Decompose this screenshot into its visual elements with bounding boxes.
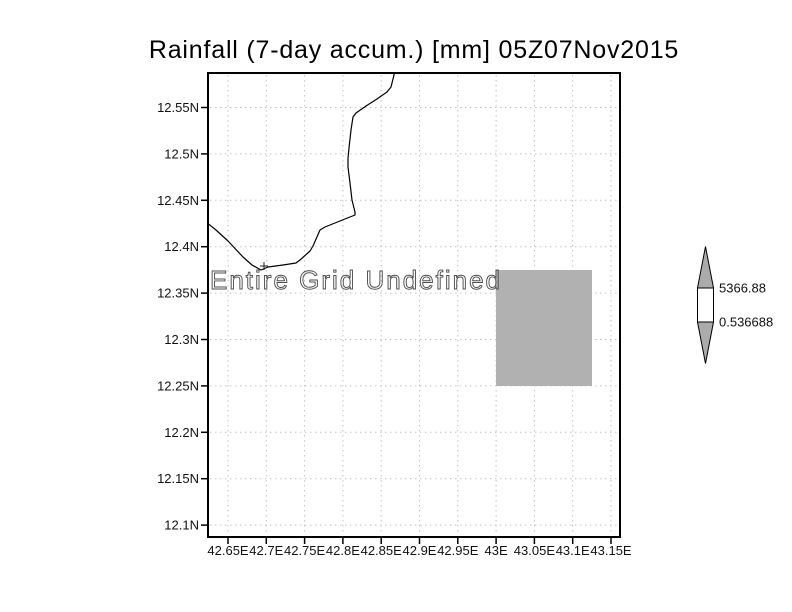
colorbar-min-label: 0.536688	[719, 315, 773, 330]
lat-label: 12.5N	[164, 146, 199, 161]
lat-ticks	[201, 106, 207, 526]
lon-label: 42.75E	[284, 543, 326, 558]
lon-label: 43.05E	[514, 543, 556, 558]
map-frame	[207, 72, 621, 538]
lat-axis-labels: 12.55N 12.5N 12.45N 12.4N 12.35N 12.3N 1…	[157, 100, 199, 533]
lon-ticks	[227, 538, 612, 544]
lon-label: 42.85E	[361, 543, 403, 558]
lon-label: 43.15E	[590, 543, 632, 558]
lon-label: 43E	[485, 543, 508, 558]
lat-label: 12.55N	[157, 100, 199, 115]
lon-label: 42.8E	[326, 543, 360, 558]
lat-label: 12.25N	[157, 378, 199, 393]
lat-label: 12.4N	[164, 239, 199, 254]
lat-label: 12.2N	[164, 425, 199, 440]
plot-title: Rainfall (7-day accum.) [mm] 05Z07Nov201…	[149, 36, 679, 64]
lon-label: 42.9E	[403, 543, 437, 558]
lon-label: 42.95E	[437, 543, 479, 558]
colorbar-middle-band	[697, 287, 714, 323]
lat-label: 12.35N	[157, 286, 199, 301]
lon-label: 42.65E	[207, 543, 249, 558]
lon-label: 43.1E	[556, 543, 590, 558]
lon-axis-labels: 42.65E 42.7E 42.75E 42.8E 42.85E 42.9E 4…	[207, 543, 632, 558]
shaded-grid-cell	[496, 270, 592, 386]
lat-label: 12.3N	[164, 332, 199, 347]
undefined-grid-message: Entire Grid Undefined	[210, 265, 502, 295]
coastline-layer	[209, 74, 395, 271]
colorbar-upper-arrow	[696, 246, 715, 289]
lat-label: 12.45N	[157, 193, 199, 208]
coastline	[209, 74, 395, 271]
colorbar: 5366.88 0.536688	[696, 246, 773, 364]
colorbar-max-label: 5366.88	[719, 281, 766, 296]
colorbar-lower-arrow	[696, 321, 715, 364]
lat-label: 12.1N	[164, 518, 199, 533]
lat-label: 12.15N	[157, 471, 199, 486]
small-map-marker	[260, 262, 268, 270]
lon-label: 42.7E	[249, 543, 283, 558]
